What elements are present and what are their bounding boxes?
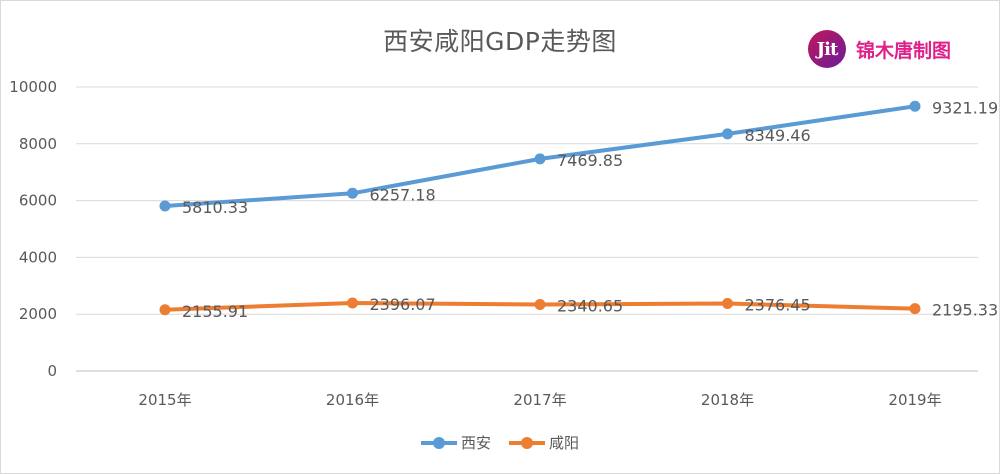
data-point (722, 128, 733, 140)
data-point (909, 100, 921, 112)
x-tick-label: 2016年 (326, 391, 379, 409)
y-tick-label: 4000 (19, 248, 57, 266)
y-tick-label: 10000 (9, 78, 57, 96)
x-tick-label: 2017年 (513, 391, 566, 409)
data-point (159, 200, 171, 212)
data-point (347, 297, 358, 309)
data-label: 5810.33 (182, 198, 248, 217)
legend-item-xian: 西安 (420, 432, 491, 453)
y-tick-label: 8000 (19, 135, 57, 153)
data-label: 2340.65 (557, 297, 623, 316)
data-point (534, 153, 546, 165)
brand-logo-text: 锦木唐制图 (856, 39, 952, 62)
data-label: 6257.18 (370, 185, 436, 204)
data-label: 2376.45 (745, 296, 811, 315)
y-tick-label: 2000 (19, 305, 57, 323)
data-label: 2396.07 (370, 295, 436, 314)
x-tick-label: 2019年 (888, 391, 941, 409)
data-point (722, 298, 733, 310)
chart-title: 西安咸阳GDP走势图 (383, 27, 617, 56)
chart-legend: 西安 咸阳 (0, 432, 1000, 453)
data-point (909, 303, 921, 315)
legend-label-xianyang: 咸阳 (549, 434, 580, 452)
data-point (347, 187, 358, 199)
x-tick-label: 2015年 (138, 391, 191, 409)
x-tick-label: 2018年 (701, 391, 754, 409)
legend-item-xianyang: 咸阳 (509, 432, 579, 453)
y-tick-label: 0 (47, 362, 57, 380)
data-label: 2155.91 (182, 302, 248, 321)
y-tick-label: 6000 (19, 192, 57, 210)
brand-logo-icon: Jit (808, 30, 846, 68)
brand-logo: Jit 锦木唐制图 (808, 30, 951, 68)
data-label: 7469.85 (557, 151, 623, 170)
legend-label-xian: 西安 (460, 434, 491, 452)
legend-symbol-xian (420, 436, 457, 449)
data-point (534, 299, 546, 311)
data-point (159, 304, 171, 316)
data-label: 2195.33 (932, 301, 998, 320)
data-label: 9321.19 (932, 98, 998, 117)
data-label: 8349.46 (745, 126, 811, 145)
legend-symbol-xianyang (509, 436, 545, 449)
